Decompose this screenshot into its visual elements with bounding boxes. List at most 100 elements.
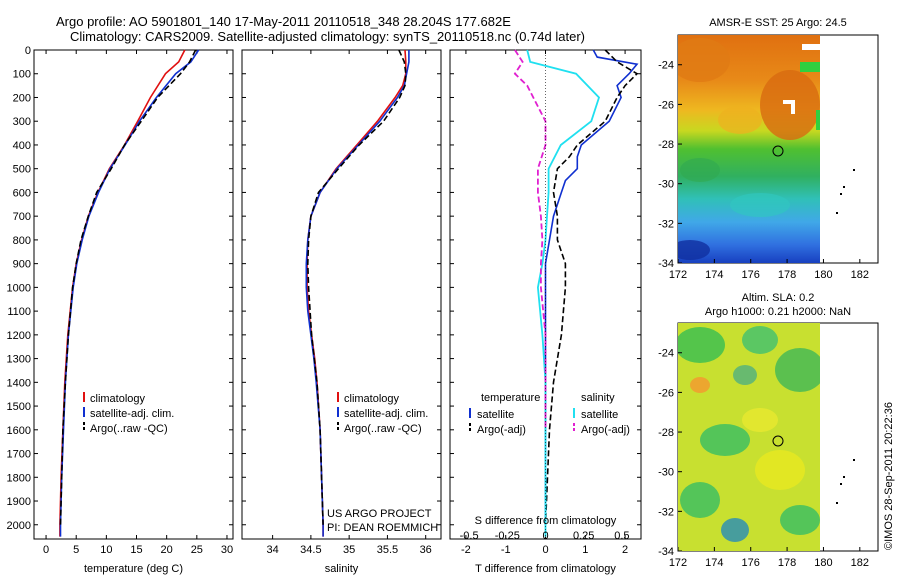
y-tick-label: 1200 [7, 330, 31, 342]
plot-frame [241, 49, 442, 540]
y-tick-label: 700 [13, 211, 31, 223]
x-tick-label: 20 [161, 544, 173, 556]
map-y-tick-label: -28 [658, 139, 674, 151]
y-tick-label: 900 [13, 259, 31, 271]
y-tick-label: 1800 [7, 472, 31, 484]
sst-islands [836, 169, 855, 214]
y-tick-label: 1500 [7, 401, 31, 413]
y-tick-label: 100 [13, 69, 31, 81]
legend-label: climatology [344, 393, 400, 405]
secondary-x-tick-label: 0.5 [614, 530, 629, 542]
x-tick-label: 34.5 [300, 544, 321, 556]
x-tick-label: -2 [461, 544, 471, 556]
sla-map: Altim. SLA: 0.2 Argo h1000: 0.21 h2000: … [658, 292, 879, 569]
series-line-1 [544, 49, 639, 525]
map-x-tick-label: 172 [669, 557, 687, 569]
sla-map-subtitle: Argo h1000: 0.21 h2000: NaN [705, 306, 851, 318]
map-x-tick-label: 174 [705, 269, 723, 281]
difference-panel: -2 -1 0 1 2 T difference from climatology temp… [449, 49, 642, 575]
y-tick-label: 1600 [7, 425, 31, 437]
y-tick-label: 1000 [7, 282, 31, 294]
map-x-tick-label: 182 [851, 269, 869, 281]
secondary-x-tick-label: 0 [542, 530, 548, 542]
project-line-1: US ARGO PROJECT [327, 508, 432, 520]
legend-label: satellite-adj. clim. [90, 408, 174, 420]
legend-label: Argo(..raw -QC) [344, 423, 422, 435]
secondary-x-tick-label: -0.5 [460, 530, 479, 542]
secondary-x-tick-label: -0.25 [495, 530, 520, 542]
map-y-tick-label: -30 [658, 467, 674, 479]
sla-map-title: Altim. SLA: 0.2 [742, 292, 815, 304]
map-y-tick-label: -32 [658, 218, 674, 230]
map-x-tick-label: 172 [669, 269, 687, 281]
series-line-3 [526, 49, 601, 537]
x-tick-label: 10 [100, 544, 112, 556]
legend-title: salinity [581, 392, 615, 404]
x-tick-label: 35 [343, 544, 355, 556]
legend-label: Argo(-adj) [477, 424, 526, 436]
y-tick-label: 200 [13, 92, 31, 104]
y-tick-label: 600 [13, 187, 31, 199]
x-tick-label: 36 [420, 544, 432, 556]
imos-credit: ©IMOS 28-Sep-2011 20:22:36 [883, 402, 895, 550]
x-tick-label: 15 [130, 544, 142, 556]
x-tick-label: 25 [191, 544, 203, 556]
x-axis-label: temperature (deg C) [84, 563, 183, 575]
sla-argo-marker [772, 435, 784, 447]
map-x-tick-label: 178 [778, 557, 796, 569]
x-tick-label: 35.5 [377, 544, 398, 556]
legend-title: temperature [481, 392, 540, 404]
map-y-tick-label: -26 [658, 99, 674, 111]
map-y-tick-label: -24 [658, 60, 674, 72]
plot-frame [33, 49, 234, 540]
sst-map-title: AMSR-E SST: 25 Argo: 24.5 [709, 17, 847, 29]
map-x-tick-label: 180 [814, 269, 832, 281]
temperature-panel: 0 5 10 15 20 25 300100200300400500600700800900… [7, 45, 234, 575]
map-y-tick-label: -34 [658, 546, 674, 558]
legend-label: satellite [477, 409, 514, 421]
series-line-4 [513, 49, 547, 430]
x-tick-label: 0 [43, 544, 49, 556]
x-axis-label: salinity [325, 563, 359, 575]
sla-islands [836, 459, 855, 504]
secondary-x-axis-label: S difference from climatology [475, 515, 617, 527]
series-line-3 [59, 49, 197, 525]
map-x-tick-label: 180 [814, 557, 832, 569]
title-line-1: Argo profile: AO 5901801_140 17-May-2011… [56, 14, 511, 29]
x-tick-label: 1 [582, 544, 588, 556]
title-line-2: Climatology: CARS2009. Satellite-adjuste… [70, 29, 585, 44]
x-axis-label: T difference from climatology [475, 563, 616, 575]
y-tick-label: 1400 [7, 377, 31, 389]
map-y-tick-label: -26 [658, 387, 674, 399]
series-line-2 [544, 49, 639, 525]
legend-label: satellite-adj. clim. [344, 408, 428, 420]
series-line-3 [306, 49, 407, 525]
y-tick-label: 500 [13, 164, 31, 176]
legend-label: satellite [581, 409, 618, 421]
y-tick-label: 2000 [7, 520, 31, 532]
salinity-panel: 34 34.5 35 35.5 36 salinity climatology satelli… [241, 49, 442, 575]
map-y-tick-label: -24 [658, 348, 674, 360]
x-tick-label: 5 [73, 544, 79, 556]
y-tick-label: 1300 [7, 354, 31, 366]
map-y-tick-label: -28 [658, 427, 674, 439]
legend-label: Argo(..raw -QC) [90, 423, 168, 435]
sla-map-field [678, 323, 820, 551]
project-line-2: PI: DEAN ROEMMICH [327, 522, 438, 534]
sst-map-field [678, 35, 820, 263]
map-y-tick-label: -32 [658, 506, 674, 518]
legend-label: climatology [90, 393, 146, 405]
y-tick-label: 1700 [7, 449, 31, 461]
map-x-tick-label: 176 [742, 557, 760, 569]
x-tick-label: 0 [542, 544, 548, 556]
map-y-tick-label: -34 [658, 258, 674, 270]
y-tick-label: 1900 [7, 496, 31, 508]
legend-label: Argo(-adj) [581, 424, 630, 436]
y-tick-label: 0 [25, 45, 31, 57]
y-tick-label: 800 [13, 235, 31, 247]
y-tick-label: 400 [13, 140, 31, 152]
x-tick-label: -1 [501, 544, 511, 556]
map-x-tick-label: 176 [742, 269, 760, 281]
y-tick-label: 1100 [7, 306, 31, 318]
